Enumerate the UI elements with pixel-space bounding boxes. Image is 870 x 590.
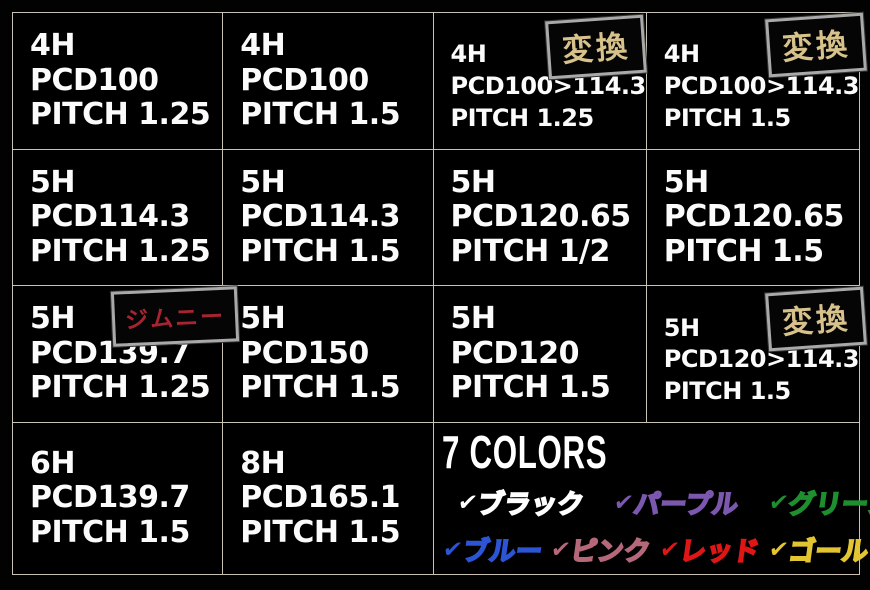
pcd-value: PCD139.7: [30, 480, 190, 516]
spec-cell: ジムニー 5H PCD139.7 PITCH 1.25: [13, 286, 240, 422]
pcd-value: PCD100>114.3: [663, 71, 860, 100]
color-label: パープル: [631, 489, 742, 521]
jimny-badge: ジムニー: [111, 286, 240, 348]
hole-count: 5H: [240, 164, 286, 200]
pitch-value: PITCH 1.5: [240, 233, 401, 269]
pcd-value: PCD100: [30, 62, 159, 98]
check-icon: ✔: [611, 489, 635, 516]
pitch-value: PITCH 1.5: [663, 103, 791, 132]
colors-legend: 7 COLORS ✔ ブラック ✔ パープル ✔ グリーン ✔ ブルー: [433, 423, 870, 574]
colors-title: 7 COLORS: [441, 426, 607, 478]
check-icon: ✔: [455, 489, 479, 516]
spec-cell: 5H PCD114.3 PITCH 1.5: [223, 149, 433, 286]
colors-row-2: ✔ ブルー ✔ ピンク ✔ レッド ✔ ゴールド: [440, 531, 870, 568]
color-option-black: ✔ ブラック: [455, 484, 587, 521]
pitch-value: PITCH 1.5: [240, 97, 401, 133]
spec-cell: 変換 4H PCD100>114.3 PITCH 1.5: [646, 12, 867, 149]
hole-count: 5H: [663, 313, 700, 342]
color-label: レッド: [677, 536, 763, 568]
pcd-value: PCD120.65: [450, 199, 632, 235]
pcd-value: PCD114.3: [240, 199, 401, 235]
color-label: ピンク: [568, 536, 654, 568]
color-option-red: ✔ レッド: [657, 531, 762, 568]
henkan-conversion-badge: 変換: [765, 12, 867, 78]
pitch-value: PITCH 1.25: [30, 97, 211, 133]
henkan-conversion-badge: 変換: [765, 286, 867, 352]
henkan-conversion-badge: 変換: [544, 14, 647, 80]
pitch-value: PITCH 1.5: [30, 514, 190, 550]
color-label: ブルー: [459, 536, 545, 568]
pitch-value: PITCH 1/2: [450, 233, 611, 269]
spec-cell: 4H PCD100 PITCH 1.5: [223, 13, 433, 149]
hole-count: 8H: [240, 445, 286, 481]
spec-cell: 5H PCD120.65 PITCH 1.5: [646, 149, 859, 286]
pcd-value: PCD165.1: [240, 480, 401, 516]
spec-cell: 5H PCD120 PITCH 1.5: [433, 286, 646, 422]
spec-cell: 5H PCD120.65 PITCH 1/2: [433, 149, 646, 286]
pcd-value: PCD114.3: [30, 199, 190, 235]
colors-row-1: ✔ ブラック ✔ パープル ✔ グリーン: [442, 484, 870, 521]
spec-cell: 6H PCD139.7 PITCH 1.5: [13, 423, 223, 574]
pitch-value: PITCH 1.5: [450, 370, 611, 406]
hole-count: 5H: [450, 164, 496, 200]
pitch-value: PITCH 1.5: [663, 233, 824, 269]
check-icon: ✔: [658, 536, 682, 563]
spec-cell: 4H PCD100 PITCH 1.25: [13, 13, 223, 149]
hole-count: 5H: [663, 164, 709, 200]
pitch-value: PITCH 1.5: [663, 377, 791, 405]
spec-cell: 8H PCD165.1 PITCH 1.5: [223, 423, 433, 574]
spec-cell: 変換 5H PCD120>114.3 PITCH 1.5: [646, 286, 867, 422]
spec-cell: 5H PCD150 PITCH 1.5: [223, 286, 433, 422]
pcd-value: PCD120: [450, 335, 580, 371]
spec-cell: 5H PCD114.3 PITCH 1.25: [13, 149, 223, 286]
color-option-blue: ✔ ブルー: [440, 531, 545, 568]
pcd-value: PCD120>114.3: [663, 345, 860, 374]
pitch-value: PITCH 1.5: [240, 370, 401, 406]
hole-count: 6H: [30, 445, 75, 481]
spec-cell: 変換 4H PCD100>114.3 PITCH 1.25: [433, 13, 647, 149]
pitch-value: PITCH 1.5: [240, 514, 401, 550]
check-icon: ✔: [440, 536, 464, 563]
pcd-value: PCD100: [240, 62, 369, 98]
pitch-value: PITCH 1.25: [30, 233, 211, 269]
color-option-purple: ✔ パープル: [611, 484, 741, 521]
hole-count: 4H: [450, 40, 487, 69]
color-option-pink: ✔ ピンク: [549, 531, 654, 568]
pcd-value: PCD120.65: [663, 199, 845, 235]
color-option-gold: ✔ ゴールド: [766, 531, 870, 568]
hole-count: 4H: [30, 28, 75, 64]
color-option-green: ✔ グリーン: [766, 484, 870, 521]
hole-count: 5H: [30, 164, 75, 200]
color-label: ゴールド: [786, 536, 870, 568]
color-label: ブラック: [474, 489, 586, 521]
color-label: グリーン: [785, 489, 870, 521]
hole-count: 4H: [663, 40, 700, 69]
hole-count: 5H: [240, 301, 286, 337]
check-icon: ✔: [767, 536, 790, 563]
hole-count: 5H: [30, 301, 75, 337]
spec-grid: 4H PCD100 PITCH 1.25 4H PCD100 PITCH 1.5…: [12, 12, 870, 575]
pcd-value: PCD150: [240, 335, 369, 371]
pitch-value: PITCH 1.25: [30, 370, 211, 406]
pitch-value: PITCH 1.25: [450, 103, 595, 132]
hole-count: 5H: [450, 301, 496, 337]
check-icon: ✔: [766, 489, 790, 516]
hole-count: 4H: [240, 28, 286, 64]
